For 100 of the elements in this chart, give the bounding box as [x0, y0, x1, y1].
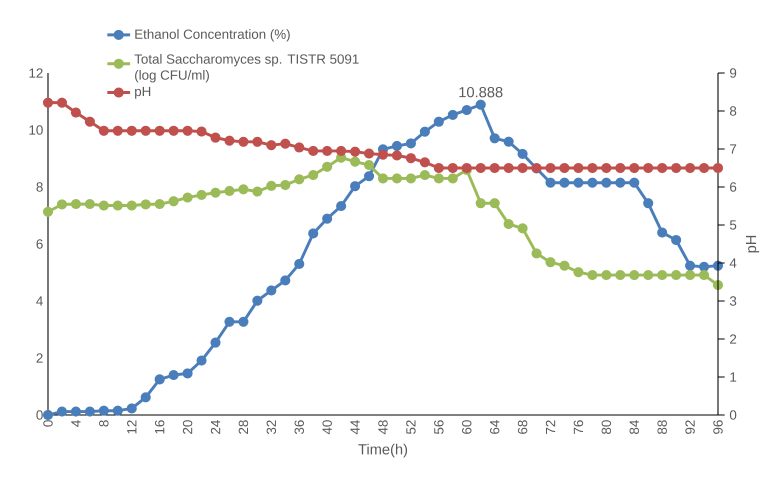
point — [420, 157, 430, 168]
point — [392, 173, 402, 184]
point — [559, 162, 570, 174]
point — [420, 126, 430, 137]
point — [685, 270, 696, 280]
y2-tick-label: 2 — [730, 334, 736, 344]
point — [98, 200, 109, 211]
point — [294, 174, 304, 184]
point — [322, 146, 332, 156]
x-tick-label: 76 — [574, 420, 584, 434]
point — [448, 173, 458, 184]
point — [559, 178, 570, 188]
point — [112, 200, 123, 211]
point — [545, 178, 556, 188]
y2-tick-label: 5 — [730, 220, 736, 230]
point — [238, 316, 248, 327]
x-tick-label: 28 — [238, 420, 248, 434]
point — [266, 180, 276, 191]
point — [238, 136, 248, 147]
point — [476, 162, 486, 174]
point — [84, 199, 95, 210]
x-tick-label: 20 — [182, 420, 192, 434]
point — [434, 162, 444, 174]
point — [350, 146, 360, 157]
point — [154, 199, 165, 210]
point — [448, 110, 458, 120]
point — [350, 156, 360, 167]
point — [698, 162, 710, 174]
point — [518, 148, 528, 160]
point — [210, 188, 221, 198]
y2-axis-title: pH — [746, 236, 760, 252]
point — [671, 270, 682, 280]
point — [126, 403, 137, 414]
point — [587, 162, 598, 174]
point — [182, 368, 193, 378]
point — [545, 257, 556, 268]
point — [504, 136, 514, 147]
y-tick-label: 2 — [36, 353, 43, 363]
point — [350, 181, 360, 192]
x-tick-label: 80 — [602, 420, 612, 434]
point — [308, 228, 318, 239]
x-tick-label: 4 — [71, 420, 81, 427]
point — [42, 206, 54, 217]
point — [252, 186, 262, 197]
point — [406, 153, 416, 164]
point — [182, 126, 193, 136]
point — [42, 98, 54, 108]
x-tick-label: 64 — [490, 420, 500, 434]
x-tick-label: 52 — [406, 420, 416, 434]
point — [196, 190, 207, 200]
point — [210, 338, 221, 348]
point — [56, 406, 68, 417]
point — [490, 133, 500, 144]
point — [476, 198, 486, 208]
legend-label: Ethanol Concentration (%) — [135, 29, 290, 42]
y-tick-label: 8 — [36, 182, 43, 192]
x-tick-label: 48 — [378, 420, 388, 434]
point — [671, 234, 682, 246]
point — [406, 173, 416, 184]
point — [448, 162, 458, 174]
x-tick-label: 12 — [127, 420, 136, 434]
point — [42, 410, 54, 420]
y2-tick-label: 3 — [730, 296, 736, 306]
point — [126, 200, 137, 211]
point — [154, 126, 165, 136]
point — [336, 201, 346, 212]
point — [112, 406, 123, 416]
point — [559, 260, 570, 271]
point — [266, 140, 276, 150]
x-tick-label: 24 — [210, 420, 220, 434]
point — [504, 218, 514, 230]
data-label: 10.888 — [459, 86, 502, 98]
point — [168, 370, 179, 380]
point — [224, 186, 235, 196]
x-tick-label: 0 — [43, 420, 53, 427]
point — [84, 116, 95, 127]
point — [657, 270, 668, 280]
point — [322, 162, 332, 172]
legend-label: pH — [135, 86, 150, 99]
point — [280, 138, 290, 149]
point — [685, 260, 696, 271]
point — [364, 160, 374, 170]
point — [531, 248, 542, 258]
point — [210, 132, 221, 143]
point — [252, 296, 262, 306]
point — [712, 162, 724, 174]
point — [615, 178, 626, 188]
point — [434, 116, 444, 127]
point — [140, 126, 151, 136]
point — [70, 199, 81, 210]
point — [420, 170, 430, 180]
y-tick-label: 12 — [29, 68, 43, 78]
x-tick-label: 68 — [518, 420, 528, 434]
point — [224, 136, 235, 146]
point — [406, 138, 416, 148]
point — [280, 275, 290, 286]
point — [490, 198, 500, 208]
y2-tick-label: 7 — [730, 144, 736, 154]
point — [518, 223, 528, 234]
point — [698, 262, 710, 272]
